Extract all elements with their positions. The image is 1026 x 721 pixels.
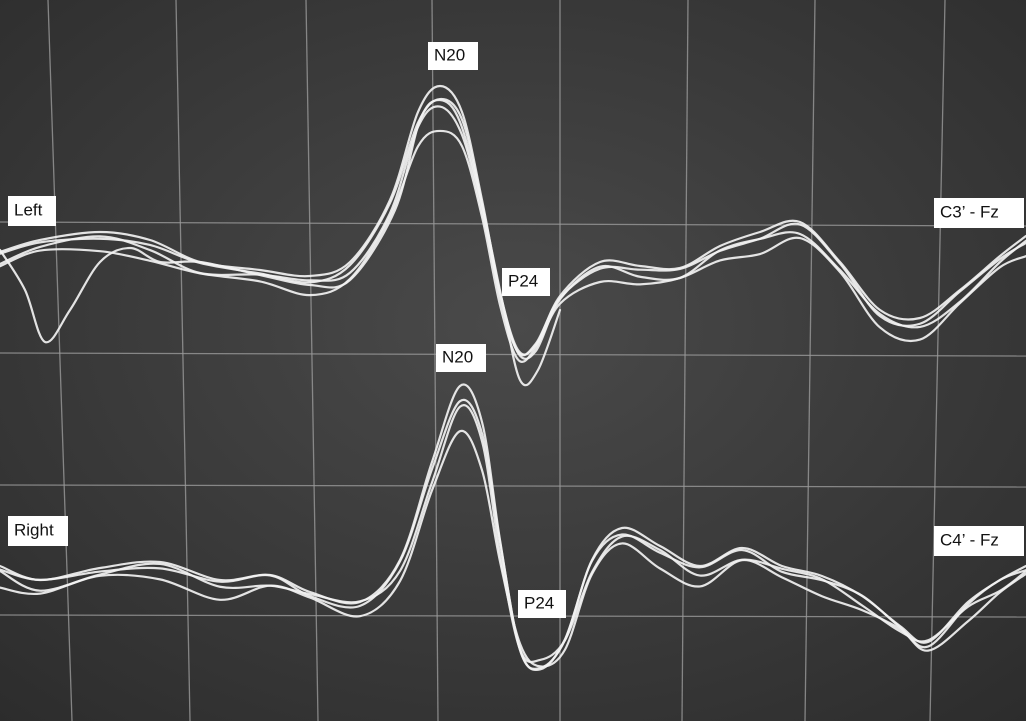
montage: C4’ - Fz	[940, 530, 999, 549]
peak-label: N20	[442, 347, 473, 366]
label: P24	[502, 268, 550, 296]
label: C3’ - Fz	[934, 198, 1024, 228]
label: N20	[436, 344, 486, 372]
label: N20	[428, 42, 478, 70]
montage: C3’ - Fz	[940, 202, 999, 221]
label: P24	[518, 590, 566, 618]
peak-label: P24	[524, 593, 554, 612]
label: Right	[8, 516, 68, 546]
peak-label: P24	[508, 271, 538, 290]
channel-side: Left	[14, 200, 43, 219]
label: Left	[8, 196, 56, 226]
label: C4’ - Fz	[934, 526, 1024, 556]
peak-label: N20	[434, 45, 465, 64]
oscilloscope-screen: Left C3’ - Fz N20 P24 N20 P24 Right C4’ …	[0, 0, 1026, 721]
channel-side: Right	[14, 520, 54, 539]
